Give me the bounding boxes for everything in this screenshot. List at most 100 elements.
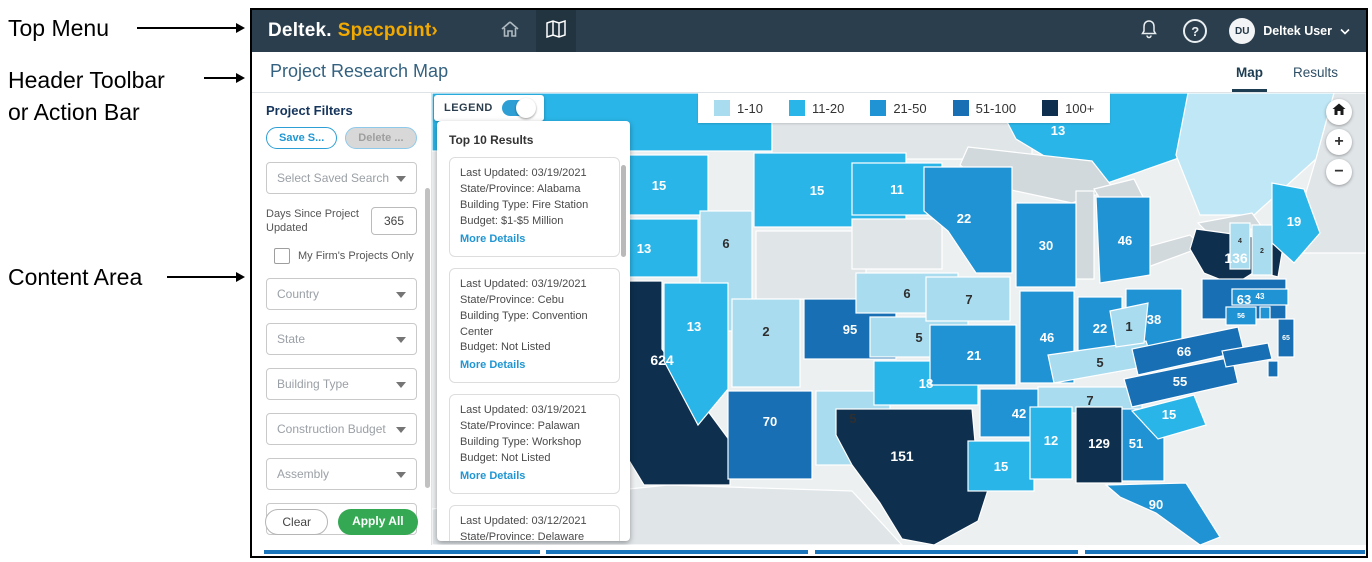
state-alabama[interactable] (1075, 406, 1123, 484)
state-utah[interactable] (731, 298, 801, 388)
filter-dropdown-state[interactable]: State (266, 322, 417, 355)
result-updated: Last Updated: 03/19/2021 (460, 167, 587, 179)
clear-button[interactable]: Clear (265, 509, 329, 535)
state-count-north-carolina: 55 (1173, 374, 1187, 389)
result-card: Last Updated: 03/19/2021 State/Province: … (449, 267, 620, 384)
my-firms-projects-checkbox[interactable] (274, 247, 290, 264)
saved-search-dropdown[interactable]: Select Saved Search (266, 162, 417, 194)
state-rhode-island[interactable] (1259, 306, 1271, 320)
state-iowa[interactable] (925, 276, 1011, 322)
state-florida[interactable] (1104, 482, 1221, 545)
state-count-west-virginia: 1 (1125, 319, 1132, 334)
state-count-tennessee: 7 (1086, 393, 1093, 408)
map-nav-button-active[interactable] (536, 10, 576, 52)
filter-dropdown-label: Building Type (277, 376, 349, 391)
chevron-down-icon (1340, 22, 1350, 40)
state-michigan[interactable] (1095, 196, 1151, 284)
state-illinois[interactable] (1019, 290, 1075, 384)
days-since-updated-input[interactable]: 365 (371, 207, 417, 236)
filter-dropdown-construction-budget[interactable]: Construction Budget (266, 412, 417, 445)
state-connecticut[interactable] (1225, 306, 1257, 326)
state-new-jersey[interactable] (1277, 318, 1295, 358)
legend-bin-21-50: 21-50 (870, 100, 927, 116)
zoom-out-button[interactable]: − (1326, 159, 1352, 185)
save-search-button[interactable]: Save S... (266, 127, 338, 149)
state-wisconsin[interactable] (1015, 202, 1077, 288)
logo-deltek: Deltek. (268, 20, 332, 41)
state-maryland[interactable] (1221, 342, 1273, 368)
result-building: Building Type: Workshop (460, 436, 582, 449)
state-count-massachusetts: 43 (1256, 292, 1265, 301)
bottom-card-top-edge (264, 550, 540, 554)
filter-dropdown-assembly[interactable]: Assembly (266, 457, 417, 490)
state-arizona[interactable] (727, 390, 813, 480)
state-missouri[interactable] (929, 324, 1017, 386)
map-icon (546, 19, 566, 43)
saved-search-buttons: Save S... Delete ... (266, 127, 417, 149)
state-count-arizona: 70 (763, 414, 777, 429)
map-region-lake-michigan (1075, 190, 1095, 280)
sidebar-scrollbar[interactable] (425, 188, 430, 488)
state-count-alabama: 129 (1088, 436, 1110, 451)
state-delaware[interactable] (1267, 360, 1279, 378)
state-texas[interactable] (835, 408, 995, 545)
notifications-button[interactable] (1137, 19, 1161, 43)
state-count-kentucky: 5 (1096, 355, 1103, 370)
state-vermont[interactable] (1229, 222, 1251, 270)
state-louisiana[interactable] (967, 440, 1035, 492)
topbar-right-group: ? DU Deltek User (1137, 10, 1366, 52)
state-count-idaho: 6 (722, 236, 729, 251)
state-count-california: 624 (650, 352, 674, 368)
annotation-header-toolbar-line2: or Action Bar (8, 99, 140, 125)
state-count-nevada: 13 (687, 319, 701, 334)
project-research-map[interactable]: 15 13 624 6 15 13 2 95 70 5 11 6 5 18 151 22 7 21 42 15 30 46… (432, 93, 1366, 545)
user-menu[interactable]: DU Deltek User (1229, 18, 1350, 44)
delete-search-button[interactable]: Delete ... (345, 127, 417, 149)
home-nav-button[interactable] (492, 10, 528, 52)
state-count-michigan: 46 (1118, 233, 1132, 248)
legend-toggle-chip: LEGEND (434, 95, 544, 121)
filter-dropdown-building-type[interactable]: Building Type (266, 367, 417, 400)
more-details-link[interactable]: More Details (460, 470, 526, 483)
help-button[interactable]: ? (1183, 19, 1208, 43)
top-menu-bar: Deltek. Specpoint› ? (252, 10, 1366, 52)
state-count-new-hampshire: 2 (1260, 248, 1264, 255)
map-home-button[interactable] (1326, 99, 1352, 125)
legend-bin-label: 51-100 (975, 100, 1017, 116)
header-toolbar: Project Research Map Map Results (252, 52, 1366, 93)
state-west-virginia[interactable] (1109, 302, 1149, 348)
legend-bin-51-100: 51-100 (952, 100, 1017, 116)
state-new-hampshire[interactable] (1251, 224, 1273, 276)
project-filters-sidebar: Project Filters Save S... Delete ... Sel… (252, 93, 432, 556)
zoom-in-button[interactable]: + (1326, 129, 1352, 155)
state-south-carolina[interactable] (1130, 394, 1207, 440)
filter-dropdown-label: Construction Budget (277, 421, 386, 436)
result-building: Building Type: Convention Center (460, 309, 588, 338)
state-wyoming[interactable] (755, 230, 867, 300)
legend-bin-label: 100+ (1065, 100, 1095, 116)
state-count-north-dakota: 11 (890, 182, 904, 197)
state-minnesota[interactable] (923, 166, 1013, 274)
results-panel-scrollbar[interactable] (621, 165, 626, 257)
state-count-ohio: 38 (1147, 312, 1161, 327)
apply-all-button[interactable]: Apply All (338, 509, 418, 535)
result-state: State/Province: Palawan (460, 420, 580, 433)
state-massachusetts[interactable] (1231, 288, 1289, 306)
more-details-link[interactable]: More Details (460, 359, 526, 372)
state-north-carolina[interactable] (1123, 356, 1239, 408)
state-mississippi[interactable] (1029, 406, 1073, 480)
state-nevada[interactable] (663, 282, 729, 427)
more-details-link[interactable]: More Details (460, 232, 526, 245)
tab-results[interactable]: Results (1292, 64, 1338, 80)
tab-map[interactable]: Map (1231, 53, 1267, 92)
filter-dropdown-country[interactable]: Country (266, 277, 417, 310)
legend-toggle-switch[interactable] (501, 98, 536, 118)
annotation-arrow-top-menu (137, 23, 245, 33)
top-10-results-panel: Top 10 Results Last Updated: 03/19/2021 S… (437, 121, 630, 541)
state-south-dakota[interactable] (851, 218, 943, 270)
result-card-list: Last Updated: 03/19/2021 State/Province: … (449, 157, 620, 541)
legend-label: LEGEND (444, 102, 493, 114)
state-count-indiana: 22 (1093, 321, 1107, 336)
state-count-montana: 15 (810, 183, 824, 198)
